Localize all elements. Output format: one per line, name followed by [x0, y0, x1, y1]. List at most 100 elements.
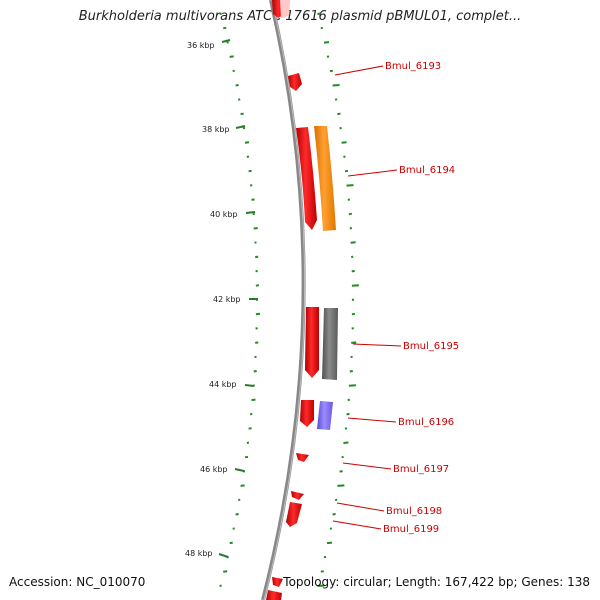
scale-tick-46	[234, 468, 245, 472]
tick-label-36: 36 kbp	[187, 41, 215, 50]
summary-label: Topology: circular; Length: 167,422 bp; …	[283, 575, 590, 589]
gc-inner-tick	[255, 269, 258, 273]
gc-inner-tick	[254, 355, 257, 359]
callout-bmul-6197	[342, 462, 392, 470]
gene-label-bmul-6194[interactable]: Bmul_6194	[399, 165, 455, 176]
gene-labels: Bmul_6193 Bmul_6194 Bmul_6195 Bmul_6196 …	[383, 61, 459, 535]
gc-outer-tick	[347, 398, 351, 402]
gene-label-bmul-6195[interactable]: Bmul_6195	[403, 341, 459, 352]
gc-inner-tick	[255, 327, 258, 330]
map-title: Burkholderia multivorans ATCC 17616 plas…	[78, 9, 522, 24]
gene-label-bmul-6198[interactable]: Bmul_6198	[386, 506, 442, 517]
gc-inner-tick	[232, 69, 235, 73]
gc-inner-tick	[251, 198, 255, 201]
gc-inner-tick	[229, 55, 234, 58]
cds-bmul-6199[interactable]	[286, 502, 302, 527]
callout-lines	[332, 65, 402, 530]
gc-outer-tick	[343, 155, 346, 158]
gc-inner-tick	[252, 212, 255, 216]
callout-bmul-6199	[332, 520, 382, 530]
gc-outer-tick	[351, 327, 354, 330]
gc-outer-tick	[323, 555, 327, 559]
gc-outer-tick	[351, 341, 357, 344]
gc-outer-tick	[329, 527, 333, 530]
gc-inner-tick	[246, 441, 250, 444]
gc-inner-tick	[226, 41, 229, 44]
gc-outer-tick	[337, 112, 341, 116]
gc-outer-tick	[351, 312, 356, 316]
cds-bmul-6198[interactable]	[291, 491, 304, 500]
gc-inner-tick	[237, 498, 241, 502]
gc-outer-tick	[351, 298, 355, 301]
gc-inner-tick	[254, 241, 257, 244]
gc-outer-tick	[334, 498, 338, 502]
gc-outer-tick	[346, 412, 350, 416]
gc-skew-outer-track	[317, 12, 359, 587]
cds-bmul-6193[interactable]	[288, 73, 302, 91]
gc-inner-tick	[235, 84, 239, 87]
gene-label-bmul-6199[interactable]: Bmul_6199	[383, 524, 439, 535]
gc-outer-tick	[332, 84, 340, 87]
gc-outer-tick	[351, 284, 359, 287]
scale-tick-36	[221, 39, 231, 43]
gc-inner-tick	[244, 141, 250, 144]
cds-bmul-6197[interactable]	[296, 453, 309, 462]
scale-labels: 36 kbp 38 kbp 40 kbp 42 kbp 44 kbp 46 kb…	[185, 41, 241, 558]
cds-bmul-6194-orange[interactable]	[314, 126, 336, 231]
gc-inner-tick	[248, 427, 252, 430]
gc-inner-tick	[240, 484, 245, 487]
cds-bmul-6196-red[interactable]	[300, 400, 314, 427]
accession-label: Accession: NC_010070	[9, 575, 146, 589]
cds-bottom-1[interactable]	[272, 577, 283, 587]
gc-inner-tick	[235, 513, 239, 516]
gene-label-bmul-6193[interactable]: Bmul_6193	[385, 61, 441, 72]
cds-bmul-6195-gray[interactable]	[322, 308, 338, 380]
gc-outer-tick	[347, 198, 351, 201]
gc-inner-tick	[246, 155, 250, 158]
gc-outer-tick	[351, 269, 355, 273]
gc-outer-tick	[317, 12, 321, 15]
tick-label-38: 38 kbp	[202, 125, 230, 134]
callout-bmul-6193	[334, 65, 384, 76]
gc-outer-tick	[320, 26, 324, 30]
gc-outer-tick	[320, 570, 324, 573]
tick-label-40: 40 kbp	[210, 210, 238, 219]
gene-label-bmul-6196[interactable]: Bmul_6196	[398, 417, 454, 428]
backbone-arc	[261, 0, 306, 600]
gc-outer-tick	[350, 241, 356, 244]
gc-outer-tick	[348, 212, 353, 216]
gc-inner-tick	[219, 584, 222, 587]
gc-inner-tick	[255, 341, 259, 344]
cds-bmul-6195-red[interactable]	[305, 307, 319, 378]
gc-inner-tick	[249, 184, 253, 187]
gc-outer-tick	[332, 513, 336, 516]
cds-bmul-6194-red[interactable]	[296, 127, 317, 230]
gc-outer-tick	[341, 455, 344, 459]
gene-label-bmul-6197[interactable]: Bmul_6197	[393, 464, 449, 475]
gc-outer-tick	[346, 184, 354, 187]
gc-inner-tick	[229, 541, 233, 545]
backbone-highlight	[263, 0, 306, 600]
gc-outer-tick	[348, 384, 356, 387]
cds-bottom-2[interactable]	[266, 590, 282, 600]
scale-tick-40	[245, 211, 256, 214]
gc-inner-tick	[248, 169, 252, 173]
gc-outer-tick	[329, 69, 334, 73]
gc-inner-tick	[255, 255, 259, 259]
gc-inner-tick	[232, 527, 235, 530]
gc-outer-tick	[326, 541, 333, 545]
cds-bmul-6196-purple[interactable]	[317, 401, 333, 430]
scale-tick-38	[235, 125, 246, 129]
tick-label-42: 42 kbp	[213, 295, 241, 304]
gc-outer-tick	[343, 441, 349, 444]
tick-label-46: 46 kbp	[200, 465, 228, 474]
gc-inner-tick	[240, 112, 244, 116]
gc-outer-tick	[350, 355, 353, 359]
gc-outer-tick	[349, 227, 353, 230]
cds-top-partial-ghost	[280, 0, 290, 18]
gc-outer-tick	[350, 255, 354, 259]
gene-features	[266, 0, 338, 600]
gc-outer-tick	[344, 169, 349, 173]
tick-label-44: 44 kbp	[209, 380, 237, 389]
